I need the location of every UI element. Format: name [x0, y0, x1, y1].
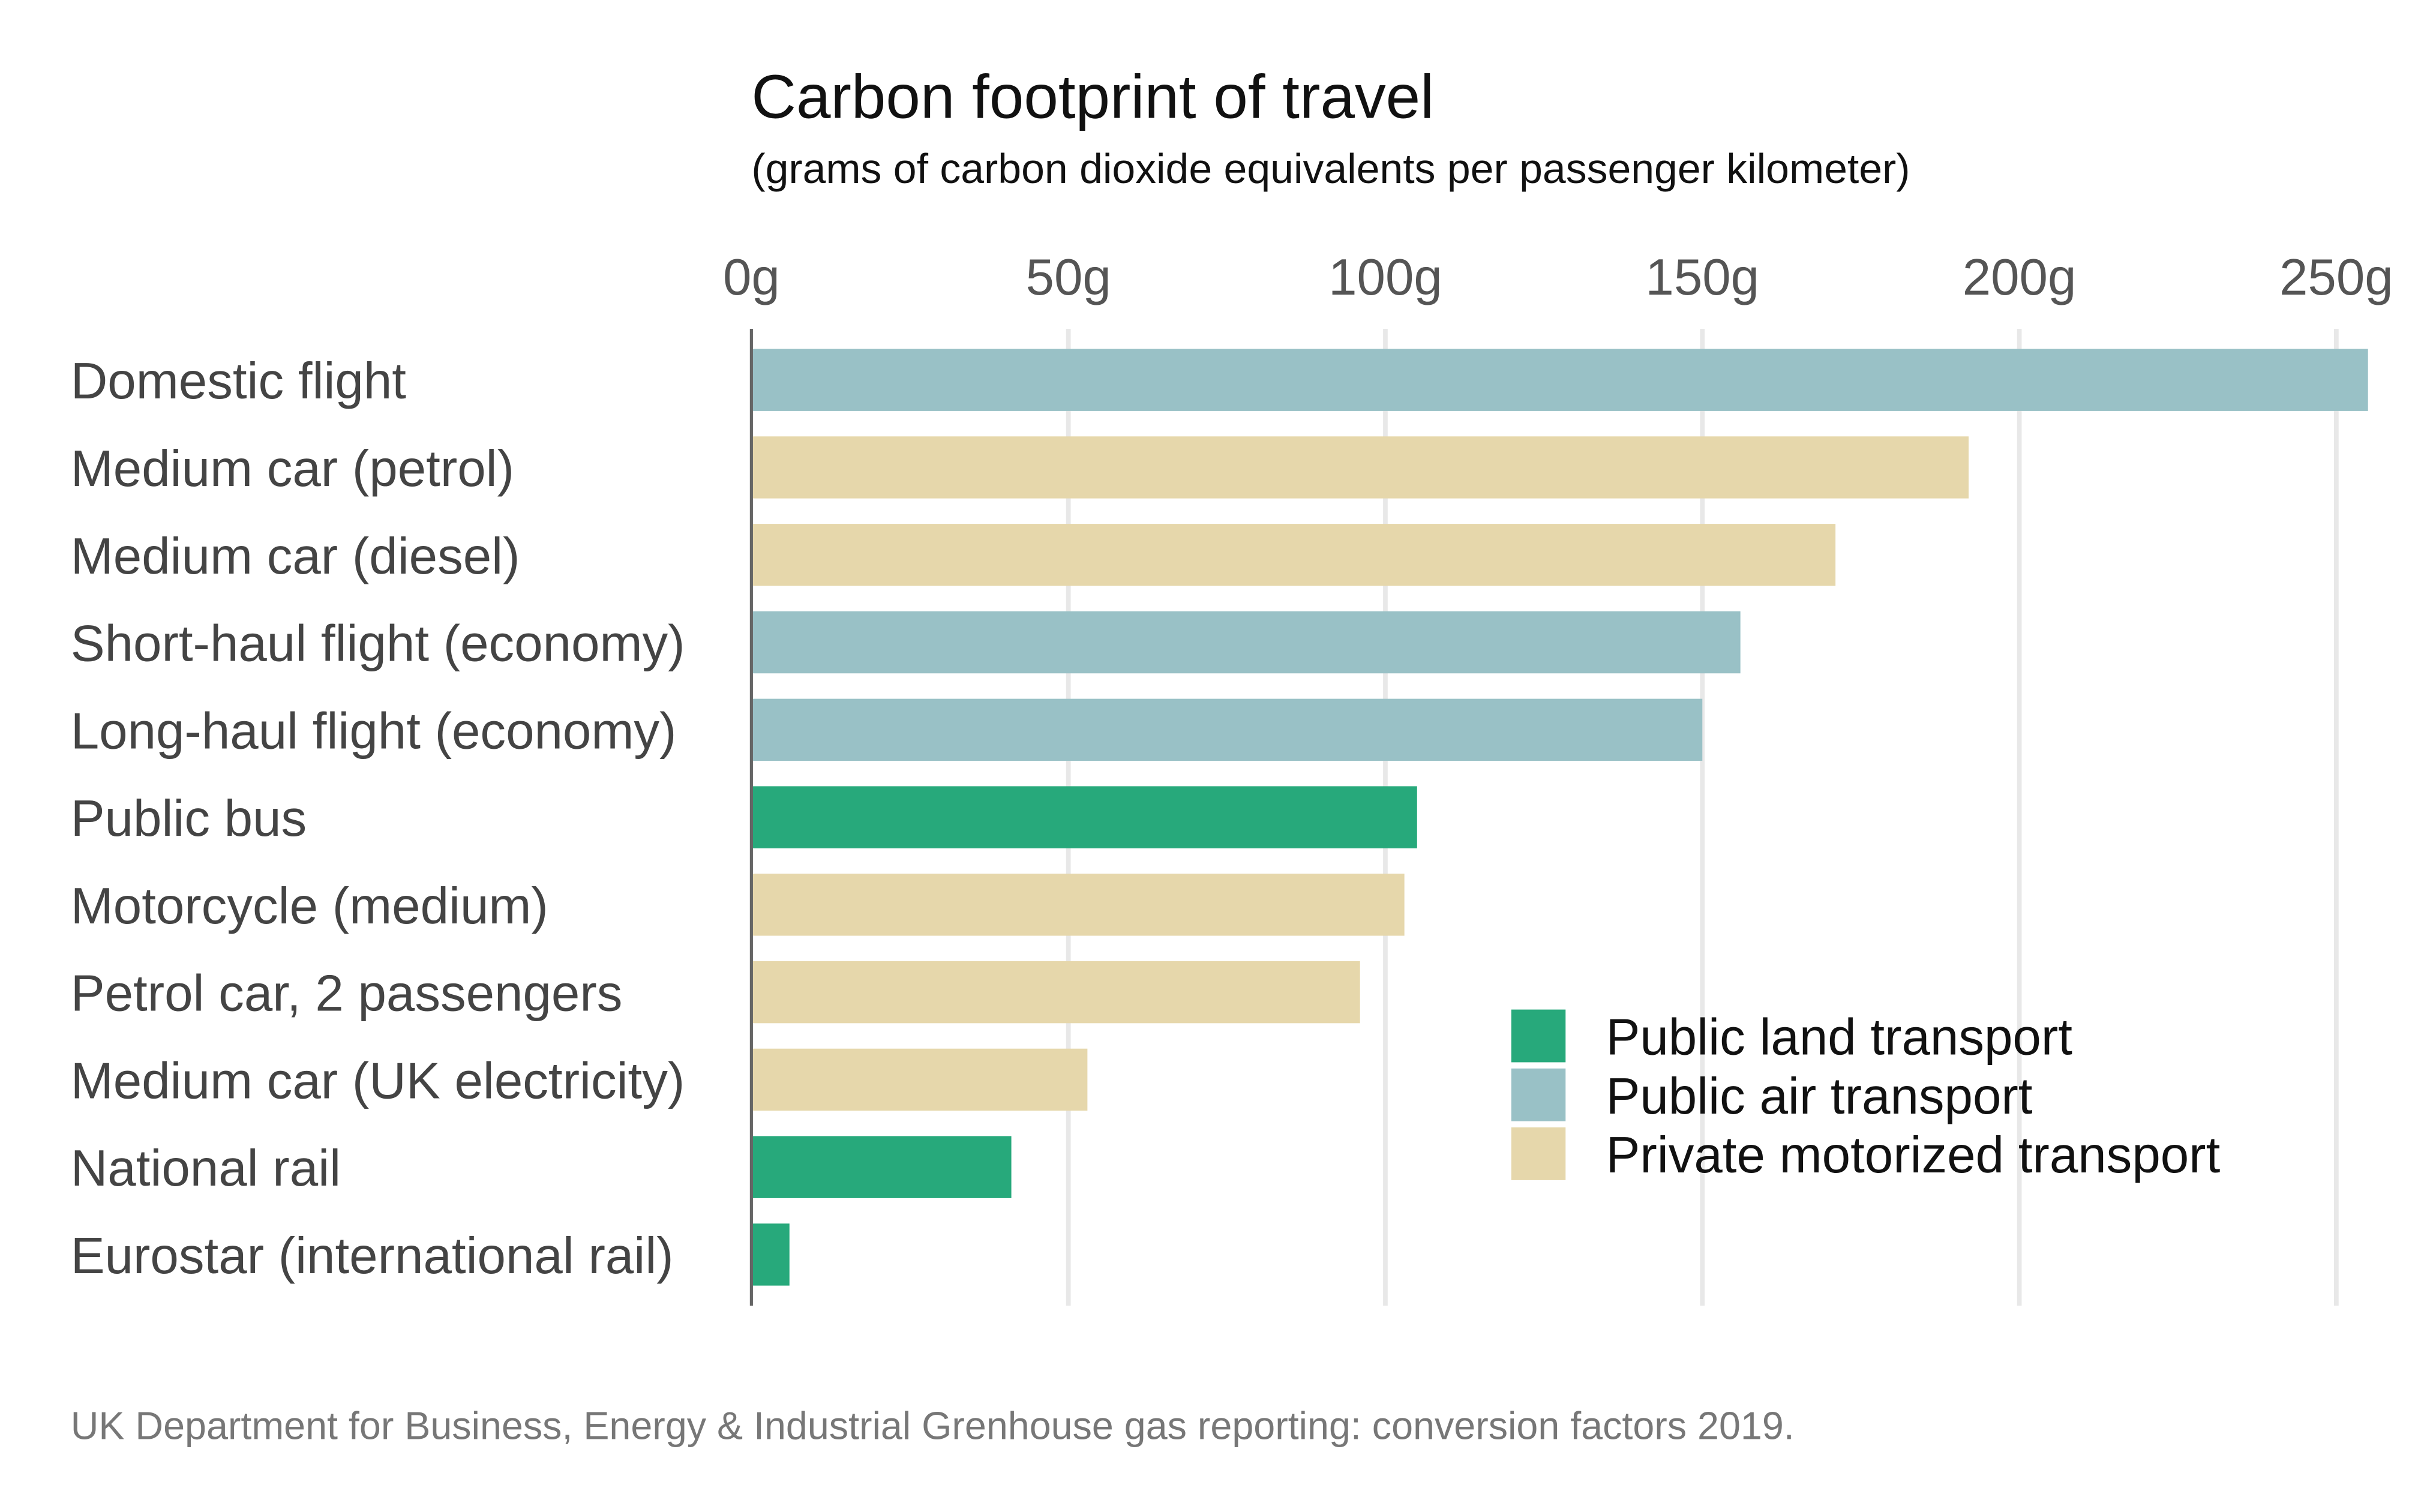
tick-label: 200g: [1963, 249, 2077, 306]
bars: [751, 349, 2368, 1286]
category-label: Medium car (diesel): [71, 528, 520, 585]
bar: [751, 349, 2368, 411]
bar: [751, 786, 1417, 848]
category-labels: Domestic flight Medium car (petrol) Medium…: [71, 353, 685, 1285]
x-axis-ticks: 0g 50g 100g 150g 200g 250g: [723, 249, 2393, 306]
tick-label: 0g: [723, 249, 780, 306]
bar: [751, 874, 1405, 936]
source-note: UK Department for Business, Energy & Ind…: [71, 1405, 1795, 1448]
bar: [751, 436, 1969, 499]
category-label: Short-haul flight (economy): [71, 616, 685, 673]
category-label: Motorcycle (medium): [71, 878, 548, 935]
category-label: Eurostar (international rail): [71, 1228, 674, 1285]
category-label: Petrol car, 2 passengers: [71, 965, 623, 1022]
category-label: Medium car (UK electricity): [71, 1052, 685, 1109]
chart-subtitle: (grams of carbon dioxide equivalents per…: [751, 145, 1910, 192]
category-label: National rail: [71, 1140, 341, 1197]
legend-swatch: [1511, 1127, 1566, 1180]
bar: [751, 1136, 1012, 1198]
bar: [751, 698, 1703, 761]
legend-swatch: [1511, 1068, 1566, 1121]
bar: [751, 611, 1741, 674]
bar: [751, 524, 1836, 586]
category-label: Medium car (petrol): [71, 440, 514, 497]
chart-title: Carbon footprint of travel: [751, 61, 1434, 131]
bar: [751, 1223, 790, 1286]
bar: [751, 1048, 1088, 1111]
legend-label: Public land transport: [1606, 1009, 2072, 1066]
tick-label: 250g: [2279, 249, 2393, 306]
category-label: Domestic flight: [71, 353, 407, 410]
tick-label: 150g: [1645, 249, 1759, 306]
tick-label: 100g: [1328, 249, 1442, 306]
tick-label: 50g: [1026, 249, 1111, 306]
legend-label: Public air transport: [1606, 1068, 2032, 1125]
bar: [751, 961, 1360, 1024]
category-label: Long-haul flight (economy): [71, 703, 677, 760]
category-label: Public bus: [71, 790, 307, 847]
legend-swatch: [1511, 1009, 1566, 1063]
legend-label: Private motorized transport: [1606, 1127, 2220, 1184]
